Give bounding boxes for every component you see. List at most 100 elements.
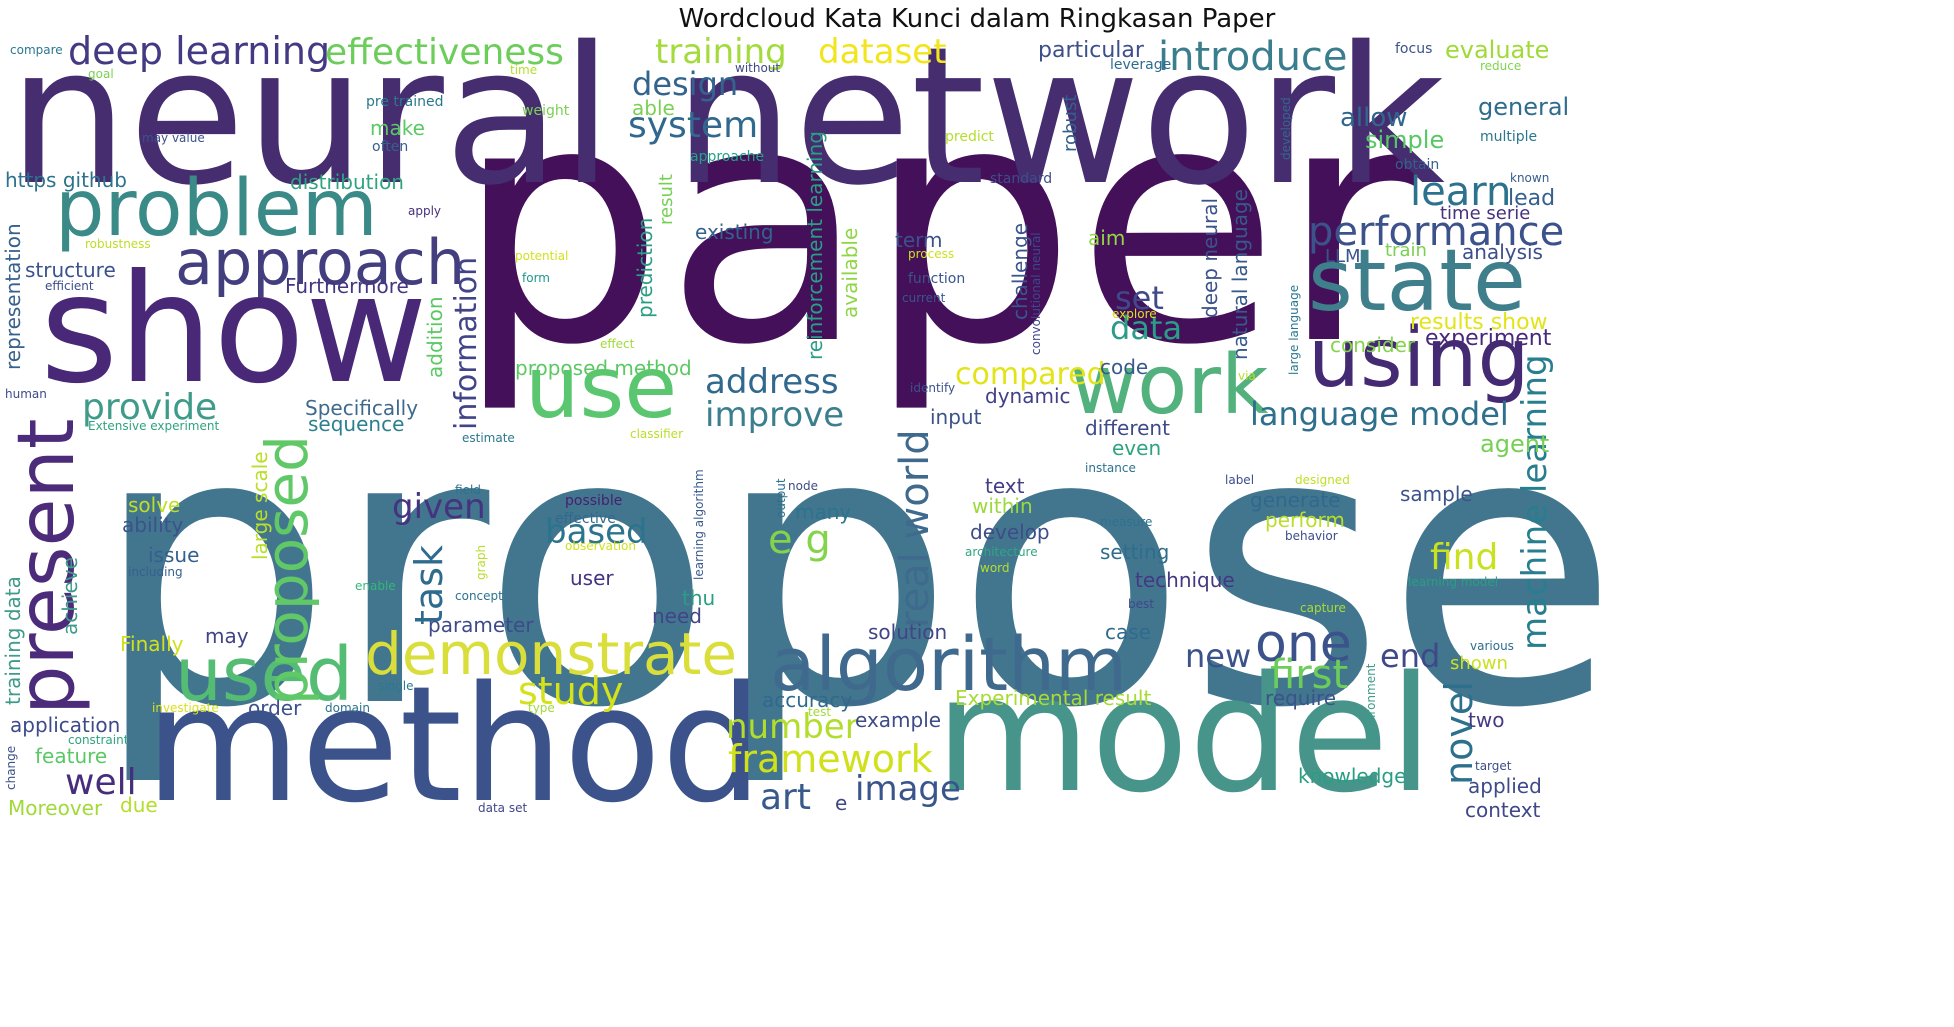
word: target [1475, 759, 1512, 773]
word: new [1185, 637, 1252, 675]
word: single [378, 679, 414, 693]
word: representation [1, 223, 25, 370]
word: text [985, 474, 1025, 498]
word: information [449, 256, 484, 430]
chart-title: Wordcloud Kata Kunci dalam Ringkasan Pap… [678, 4, 1276, 34]
word: known [1510, 171, 1550, 185]
word: image [855, 769, 961, 809]
word: framework [728, 737, 933, 781]
word: e g [768, 517, 831, 563]
word: large scale [248, 451, 272, 560]
word: number [726, 707, 859, 747]
word: term [895, 228, 943, 252]
word: within [972, 494, 1033, 518]
word: output [774, 478, 788, 518]
word: user [570, 566, 614, 590]
word: reduce [1480, 59, 1522, 73]
word: based [545, 512, 648, 552]
word: including [128, 565, 183, 579]
word: result [656, 174, 677, 225]
word: without [735, 61, 781, 75]
word: training data [1, 576, 25, 705]
word: accuracy [762, 688, 853, 712]
word: data set [478, 801, 528, 815]
word: provide [82, 387, 218, 428]
word: dynamic [985, 384, 1071, 408]
word: robustness [85, 237, 151, 251]
word: apply [408, 204, 442, 218]
word: explore [1112, 307, 1157, 321]
word: available [838, 227, 862, 318]
word: order [248, 696, 302, 720]
word: concept [455, 589, 503, 603]
word: effective [555, 511, 616, 527]
word: challenge [1008, 222, 1032, 320]
word: weight [522, 103, 570, 119]
word: solve [128, 493, 181, 517]
word: learning algorithm [692, 469, 706, 580]
word: neural network [8, 6, 1446, 227]
word: sample [1400, 482, 1473, 506]
word: time serie [1440, 203, 1531, 224]
word: state [1308, 231, 1526, 331]
word: Specifically [305, 396, 419, 420]
word: solution [868, 620, 948, 644]
word: efficient [45, 279, 94, 293]
word: thu [682, 586, 716, 610]
word: example [855, 708, 942, 732]
word: large language [1287, 284, 1301, 375]
word: Furthermore [285, 274, 409, 298]
word: introduce [1158, 34, 1348, 80]
word: developed [1279, 97, 1293, 160]
word: case [1105, 620, 1151, 644]
word: used [175, 632, 353, 718]
word: test [808, 705, 832, 719]
word: human [5, 387, 47, 401]
word: data [1110, 309, 1183, 347]
word: end [1380, 637, 1441, 675]
word: analysis [1462, 240, 1543, 264]
word: many [795, 500, 852, 524]
word: training [655, 32, 787, 72]
word: parameter [428, 613, 534, 637]
word: algorithm [770, 622, 1128, 708]
word: time [510, 63, 538, 77]
word: deep learning [68, 29, 331, 73]
word: e [835, 791, 848, 815]
word: current [902, 291, 946, 305]
word: obtain [1395, 157, 1440, 173]
word: develop [970, 520, 1050, 544]
word: convolutional neural [1029, 232, 1043, 355]
word: may [205, 624, 249, 648]
word: system [628, 105, 759, 146]
word: leverage [1110, 57, 1172, 73]
word: multiple [1480, 129, 1538, 145]
word: given [392, 487, 486, 527]
word: effectiveness [325, 32, 564, 73]
word: model [935, 641, 1434, 828]
word: form [522, 271, 550, 285]
word: knowledge [1298, 764, 1407, 788]
word: real world [892, 429, 938, 628]
word: classifier [630, 427, 683, 441]
word: Extensive experiment [88, 419, 220, 433]
word: require [1265, 686, 1337, 710]
word: different [1085, 416, 1170, 440]
word: art [760, 777, 811, 818]
word: propose [92, 348, 1620, 791]
word: evaluate [1445, 36, 1550, 64]
word: behavior [1285, 529, 1338, 543]
word: general [1478, 93, 1570, 121]
word: environment [1364, 663, 1378, 740]
word: results show [1410, 310, 1548, 335]
word: need [652, 604, 702, 628]
word: generate [1250, 488, 1341, 512]
word: two [1468, 708, 1505, 732]
word: approach [175, 226, 466, 299]
word: reinforcement learning [803, 131, 827, 360]
word: best [1128, 597, 1154, 611]
word: allow [1340, 103, 1408, 133]
word: sequence [308, 412, 405, 436]
word: code [1100, 355, 1149, 379]
word: dataset [818, 32, 947, 72]
